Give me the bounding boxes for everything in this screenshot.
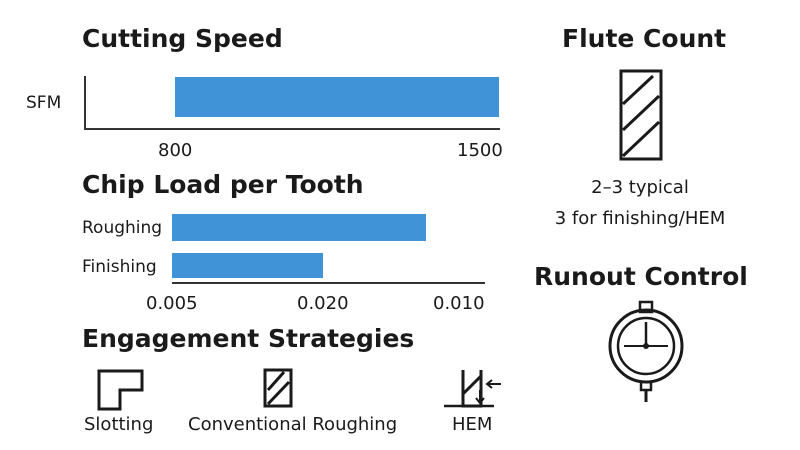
conventional-roughing-label: Conventional Roughing bbox=[188, 414, 398, 435]
finishing-bar bbox=[172, 253, 323, 278]
runout-control-title: Runout Control bbox=[534, 262, 748, 291]
chip-load-title: Chip Load per Tooth bbox=[82, 170, 364, 199]
dial-indicator-icon bbox=[608, 300, 684, 402]
sfm-y-axis bbox=[84, 76, 86, 130]
cutting-speed-title: Cutting Speed bbox=[82, 24, 283, 53]
slotting-icon bbox=[97, 369, 144, 411]
engagement-title: Engagement Strategies bbox=[82, 324, 415, 353]
hem-label: HEM bbox=[452, 414, 493, 435]
sfm-x-axis bbox=[84, 128, 500, 130]
hem-icon bbox=[444, 370, 501, 408]
sfm-tick-1500: 1500 bbox=[457, 140, 503, 161]
sfm-bar bbox=[175, 77, 499, 117]
flute-count-typical: 2–3 typical bbox=[591, 177, 689, 198]
chip-tick-3: 0.010 bbox=[433, 293, 485, 314]
chip-tick-2: 0.020 bbox=[297, 293, 349, 314]
fluted-end-mill-icon bbox=[619, 69, 663, 161]
flute-count-finishing: 3 for finishing/HEM bbox=[554, 208, 726, 229]
chip-load-x-axis bbox=[172, 282, 485, 284]
sfm-tick-800: 800 bbox=[158, 140, 193, 161]
end-mill-icon bbox=[263, 368, 293, 408]
finishing-label: Finishing bbox=[82, 257, 157, 277]
roughing-bar bbox=[172, 214, 426, 241]
flute-count-title: Flute Count bbox=[562, 24, 727, 53]
sfm-label: SFM bbox=[26, 93, 62, 113]
chip-tick-1: 0.005 bbox=[146, 293, 198, 314]
slotting-label: Slotting bbox=[84, 414, 154, 435]
roughing-label: Roughing bbox=[82, 218, 163, 238]
